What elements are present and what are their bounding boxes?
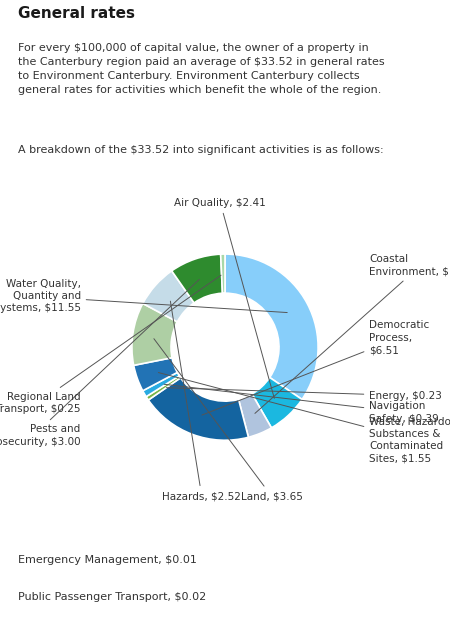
Text: Navigation
Safety, $0.39: Navigation Safety, $0.39	[164, 384, 439, 424]
Wedge shape	[238, 394, 271, 437]
Text: General rates: General rates	[18, 6, 135, 22]
Text: Water Quality,
Quantity and
Ecosystems, $11.55: Water Quality, Quantity and Ecosystems, …	[0, 278, 287, 313]
Text: Pests and
Biosecurity, $3.00: Pests and Biosecurity, $3.00	[0, 280, 199, 447]
Wedge shape	[143, 271, 194, 322]
Text: Regional Land
Transport, $0.25: Regional Land Transport, $0.25	[0, 275, 221, 414]
Text: Energy, $0.23: Energy, $0.23	[166, 388, 442, 401]
Text: Democratic
Process,
$6.51: Democratic Process, $6.51	[202, 320, 430, 415]
Text: Waste, Hazardous
Substances &
Contaminated
Sites, $1.55: Waste, Hazardous Substances & Contaminat…	[158, 373, 450, 464]
Wedge shape	[172, 254, 222, 303]
Wedge shape	[132, 303, 177, 366]
Wedge shape	[146, 376, 180, 400]
Text: A breakdown of the $33.52 into significant activities is as follows:: A breakdown of the $33.52 into significa…	[18, 145, 383, 155]
Text: For every $100,000 of capital value, the owner of a property in
the Canterbury r: For every $100,000 of capital value, the…	[18, 43, 385, 95]
Wedge shape	[225, 254, 318, 399]
Text: Public Passenger Transport, $0.02: Public Passenger Transport, $0.02	[18, 592, 206, 602]
Wedge shape	[252, 378, 302, 428]
Wedge shape	[148, 378, 248, 440]
Wedge shape	[143, 373, 179, 397]
Wedge shape	[134, 358, 177, 390]
Text: Land, $3.65: Land, $3.65	[154, 339, 302, 501]
Text: Emergency Management, $0.01: Emergency Management, $0.01	[18, 555, 197, 565]
Wedge shape	[220, 254, 225, 293]
Text: Air Quality, $2.41: Air Quality, $2.41	[175, 198, 274, 398]
Text: Hazards, $2.52: Hazards, $2.52	[162, 301, 241, 501]
Text: Coastal
Environment, $1.43: Coastal Environment, $1.43	[255, 254, 450, 413]
